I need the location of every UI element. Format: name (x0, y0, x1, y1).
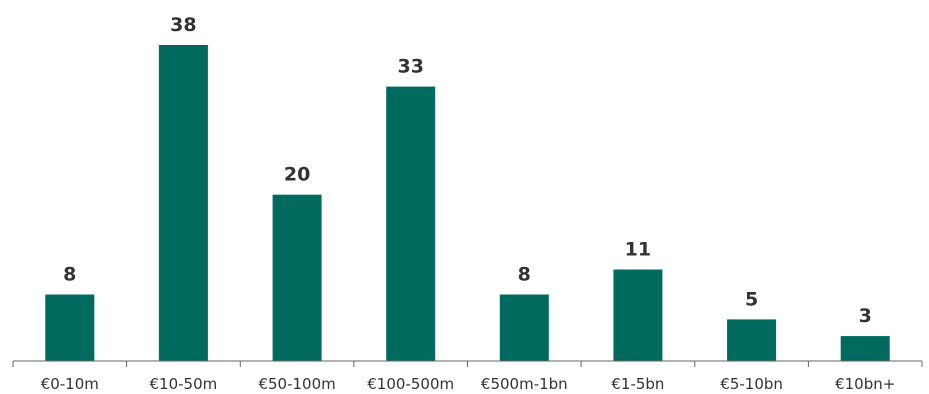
value-label-eur0-10m: 8 (63, 264, 76, 286)
tick-label-eur5-10bn: €5-10bn (720, 375, 783, 393)
bar-eur500m-1bn (499, 294, 549, 361)
bar-eur10-50m (158, 45, 208, 361)
bar-eur5-10bn (727, 319, 777, 361)
tick-label-eur500m-1bn: €500m-1bn (481, 375, 568, 393)
tick-label-eur1-5bn: €1-5bn (611, 375, 664, 393)
bar-eur100-500m (386, 86, 436, 361)
value-label-eur1-5bn: 11 (625, 239, 651, 261)
x-axis-tick-labels-group: €0-10m €10-50m €50-100m €100-500m €500m-1bn €… (41, 375, 896, 393)
value-label-eur50-100m: 20 (284, 164, 310, 186)
value-labels-group: 8 38 20 33 8 11 5 3 (63, 14, 872, 327)
value-label-eur5-10bn: 5 (745, 288, 758, 310)
tick-label-eur10bnplus: €10bn+ (835, 375, 895, 393)
value-label-eur10-50m: 38 (170, 14, 196, 36)
x-axis-ticks-group (12, 361, 923, 367)
tick-label-eur100-500m: €100-500m (367, 375, 454, 393)
tick-label-eur50-100m: €50-100m (258, 375, 335, 393)
bars-group (45, 45, 890, 361)
tick-label-eur10-50m: €10-50m (150, 375, 218, 393)
bar-eur0-10m (45, 294, 95, 361)
value-label-eur10bnplus: 3 (859, 305, 872, 327)
bar-eur1-5bn (613, 269, 663, 361)
value-label-eur100-500m: 33 (397, 56, 423, 78)
bar-eur10bnplus (840, 336, 890, 361)
bar-eur50-100m (272, 194, 322, 361)
tick-label-eur0-10m: €0-10m (41, 375, 99, 393)
value-label-eur500m-1bn: 8 (518, 264, 531, 286)
